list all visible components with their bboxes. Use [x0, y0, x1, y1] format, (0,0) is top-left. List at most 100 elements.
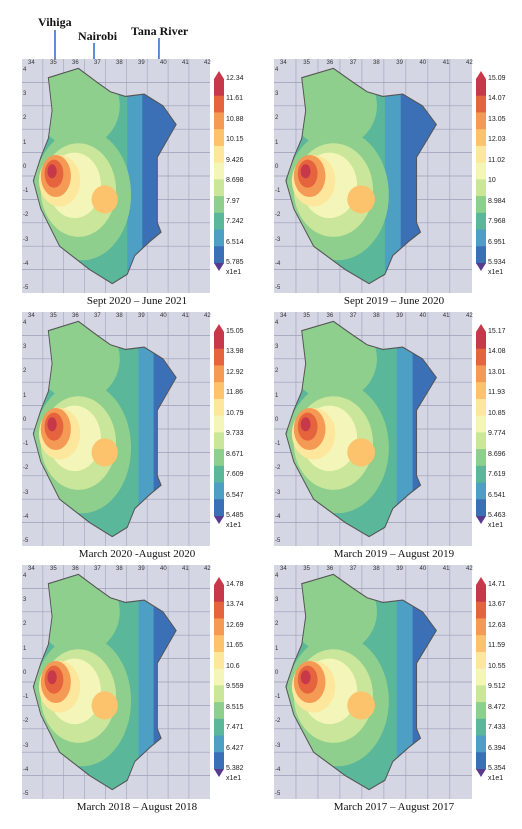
lon-tick-label: 42: [204, 60, 211, 66]
lat-tick-label: 0: [275, 669, 279, 676]
lat-tick-label: 1: [275, 139, 279, 146]
colorbar: [476, 577, 486, 777]
colorbar-tick-label: 5.382: [226, 765, 244, 772]
lat-tick-label: -1: [275, 694, 281, 701]
lon-tick-label: 41: [442, 566, 450, 572]
annotation-vihiga: Vihiga: [38, 15, 72, 29]
lat-tick-label: 0: [275, 163, 279, 170]
lon-tick-label: 39: [138, 60, 145, 66]
lat-tick-label: 2: [23, 621, 27, 628]
lon-tick-label: 40: [160, 566, 167, 572]
lat-tick-label: 1: [23, 139, 27, 146]
lon-tick-label: 37: [94, 566, 101, 572]
colorbar-tick-label: 5.934: [488, 259, 506, 266]
lon-tick-label: 37: [349, 313, 357, 319]
lon-tick-label: 42: [466, 60, 473, 66]
colorbar-unit: x1e1: [488, 775, 504, 782]
lat-tick-label: -2: [23, 212, 29, 219]
lat-tick-label: 1: [23, 392, 27, 399]
lon-tick-label: 36: [72, 60, 79, 66]
colorbar-tick-label: 9.774: [488, 430, 506, 438]
lat-tick-label: 4: [275, 67, 279, 73]
colorbar-tick-label: 8.696: [488, 450, 506, 458]
lat-tick-label: -2: [275, 465, 281, 472]
colorbar-tick-label: 8.671: [226, 450, 244, 458]
map-panel-6: 34 35 36 37 38 39 40 41 42 4 3 2 1 0 -1 -2 -3 -4 -5 14.71 13…: [274, 565, 514, 817]
lon-tick-label: 38: [373, 566, 380, 572]
lat-tick-label: -5: [23, 538, 29, 544]
colorbar-tick-label: 7.619: [488, 471, 506, 479]
colorbar-tick-label: 10.85: [488, 409, 506, 417]
colorbar-unit: x1e1: [226, 522, 242, 529]
colorbar-tick-label: 13.05: [488, 115, 506, 123]
panel-caption: March 2017 – August 2017: [333, 801, 455, 813]
colorbar-tick-label: 12.92: [226, 368, 244, 376]
lat-tick-label: -3: [275, 236, 281, 243]
colorbar-tick-label: 11.02: [488, 156, 505, 164]
lon-tick-label: 41: [182, 313, 189, 319]
colorbar-tick-label: 13.67: [488, 601, 506, 609]
colorbar-tick-label: 6.514: [226, 238, 244, 246]
lon-tick-label: 35: [303, 60, 310, 66]
lon-tick-label: 41: [442, 60, 450, 66]
lat-tick-label: -1: [275, 188, 281, 195]
lat-tick-label: -4: [23, 260, 29, 267]
lat-tick-label: 0: [275, 416, 279, 423]
lon-tick-label: 41: [442, 313, 450, 319]
lon-tick-label: 38: [116, 566, 123, 572]
map-canvas: [274, 565, 472, 799]
lon-tick-label: 39: [396, 566, 403, 572]
lon-tick-label: 40: [419, 60, 427, 66]
colorbar-tick-label: 9.559: [226, 683, 244, 691]
lat-tick-label: -2: [275, 212, 281, 219]
colorbar-tick-label: 6.547: [226, 491, 244, 499]
map-canvas: [274, 59, 472, 293]
map-panel-4: 34 35 36 37 38 39 40 41 42 4 3 2 1 0 -1 -2 -3 -4 -5 15.17 14…: [274, 312, 514, 564]
lon-tick-label: 39: [138, 566, 145, 572]
lat-tick-label: -3: [23, 489, 29, 496]
lat-tick-label: -4: [275, 513, 281, 520]
colorbar-tick-label: 15.17: [488, 328, 506, 335]
lon-tick-label: 42: [466, 566, 473, 572]
annotation-nairobi: Nairobi: [78, 29, 118, 43]
lat-tick-label: 2: [275, 368, 279, 375]
panel-caption: March 2019 – August 2019: [333, 548, 455, 560]
lat-tick-label: -3: [23, 742, 29, 749]
lat-tick-label: 1: [275, 645, 279, 652]
lon-tick-label: 40: [419, 566, 427, 572]
colorbar-tick-label: 13.01: [488, 368, 506, 376]
colorbar-tick-label: 10: [488, 177, 496, 185]
colorbar-tick-label: 10.55: [488, 662, 506, 670]
lat-tick-label: -2: [23, 465, 29, 472]
colorbar-tick-label: 10.6: [226, 662, 240, 670]
panel-caption: Sept 2019 – June 2020: [343, 295, 445, 307]
colorbar: [476, 71, 486, 271]
lat-tick-label: -4: [275, 766, 281, 773]
colorbar-tick-label: 14.07: [488, 95, 506, 103]
colorbar-tick-label: 12.69: [226, 621, 244, 629]
lat-tick-label: -2: [23, 718, 29, 725]
lat-tick-label: 2: [275, 115, 279, 122]
colorbar-tick-label: 7.968: [488, 218, 506, 226]
lon-tick-label: 39: [138, 313, 145, 319]
lon-tick-label: 38: [116, 313, 123, 319]
lon-tick-label: 39: [396, 313, 403, 319]
lat-tick-label: 3: [23, 344, 27, 351]
map-canvas: [22, 565, 210, 799]
lat-tick-label: 3: [275, 344, 279, 351]
colorbar-tick-label: 11.93: [488, 389, 505, 397]
lon-tick-label: 38: [373, 313, 380, 319]
lon-tick-label: 36: [72, 313, 79, 319]
colorbar-tick-label: 6.541: [488, 491, 506, 499]
colorbar-tick-label: 5.463: [488, 512, 506, 519]
colorbar: [214, 577, 224, 777]
colorbar-tick-label: 8.698: [226, 177, 244, 185]
lat-tick-label: -2: [275, 718, 281, 725]
map-panel-3: 34 35 36 37 38 39 40 41 42 4 3 2 1 0 -1 -2 -3 -4 -5 15.05 13…: [22, 312, 252, 564]
lon-tick-label: 35: [50, 313, 57, 319]
colorbar-tick-label: 14.78: [226, 581, 244, 588]
colorbar-tick-label: 9.426: [226, 156, 244, 164]
colorbar-unit: x1e1: [226, 775, 242, 782]
lat-tick-label: 4: [23, 573, 27, 579]
colorbar: [214, 71, 224, 271]
